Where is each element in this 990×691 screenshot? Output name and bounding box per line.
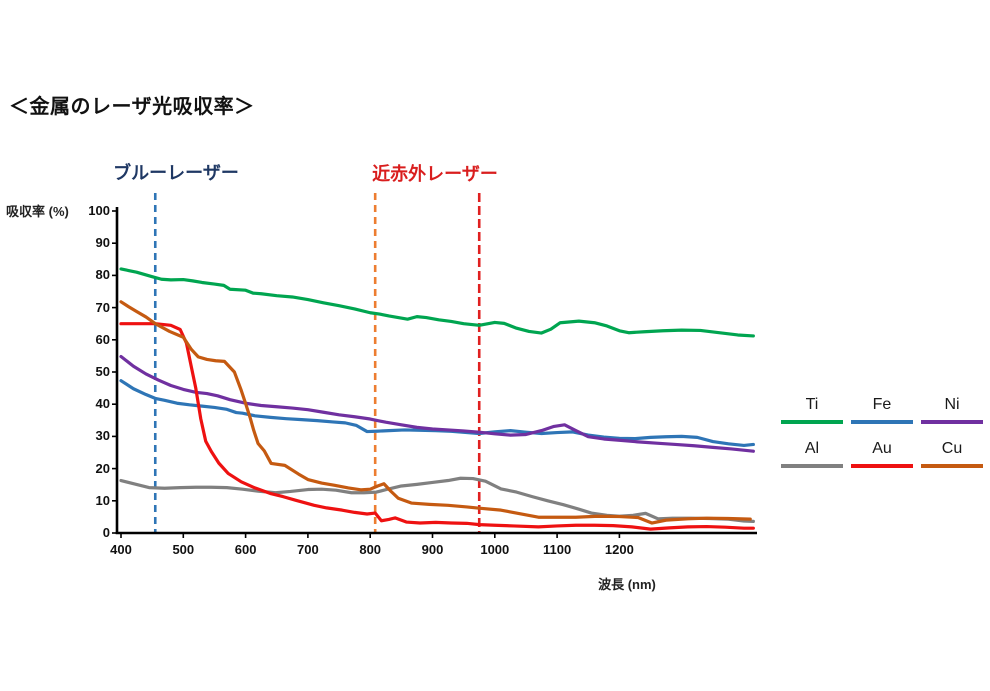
y-tick-label-50: 50 bbox=[95, 364, 110, 379]
y-tick-label-100: 100 bbox=[88, 203, 110, 218]
legend-item-Fe: Fe bbox=[851, 396, 913, 424]
y-tick-label-60: 60 bbox=[95, 331, 110, 347]
y-axis-label: 吸収率 (%) bbox=[6, 204, 69, 219]
legend-line-Fe bbox=[851, 420, 913, 424]
legend-item-Ti: Ti bbox=[781, 396, 843, 424]
y-tick-label-80: 80 bbox=[95, 267, 110, 283]
legend-item-Al: Al bbox=[781, 440, 843, 468]
blue-laser-label: ブルーレーザー bbox=[113, 163, 239, 183]
legend-item-Au: Au bbox=[851, 440, 913, 468]
x-tick-label-500: 500 bbox=[172, 542, 195, 557]
series-line-Al bbox=[119, 476, 755, 524]
x-tick-label-700: 700 bbox=[297, 542, 319, 557]
y-tick-label-90: 90 bbox=[95, 235, 110, 251]
y-tick-label-10: 10 bbox=[95, 492, 110, 508]
y-tick-label-20: 20 bbox=[95, 460, 110, 476]
x-tick-label-600: 600 bbox=[234, 542, 257, 557]
y-tick-label-40: 40 bbox=[95, 396, 110, 412]
series-line-Fe bbox=[119, 379, 755, 448]
legend-line-Au bbox=[851, 464, 913, 468]
legend-line-Ni bbox=[921, 420, 983, 424]
x-tick-label-900: 900 bbox=[421, 542, 444, 557]
x-tick-label-400: 400 bbox=[110, 542, 132, 557]
y-tick-label-70: 70 bbox=[95, 299, 110, 315]
legend-label-Au: Au bbox=[872, 440, 892, 457]
x-axis-label: 波長 (nm) bbox=[598, 577, 656, 592]
page-title: ＜金属のレーザ光吸収率＞ bbox=[9, 96, 255, 118]
x-tick-label-1000: 1000 bbox=[480, 542, 510, 557]
legend-item-Ni: Ni bbox=[921, 396, 983, 424]
legend-line-Cu bbox=[921, 464, 983, 468]
legend-label-Fe: Fe bbox=[872, 396, 892, 413]
x-tick-label-1200: 1200 bbox=[604, 542, 634, 557]
y-tick-label-0: 0 bbox=[102, 525, 110, 540]
x-tick-label-800: 800 bbox=[359, 542, 382, 557]
legend-line-Al bbox=[781, 464, 843, 468]
legend-item-Cu: Cu bbox=[921, 440, 983, 468]
legend-label-Ti: Ti bbox=[805, 396, 819, 413]
legend: Ti Fe Ni Al Au Cu bbox=[781, 396, 983, 468]
legend-line-Ti bbox=[781, 420, 843, 424]
x-tick-label-1100: 1100 bbox=[542, 542, 572, 557]
y-tick-label-30: 30 bbox=[95, 428, 110, 444]
series-line-Cu bbox=[119, 300, 752, 525]
series-line-Ni bbox=[119, 354, 755, 453]
legend-label-Ni: Ni bbox=[944, 396, 960, 413]
series-line-Au bbox=[119, 322, 755, 531]
nir-laser-label: 近赤外レーザー bbox=[372, 164, 498, 184]
legend-label-Al: Al bbox=[804, 440, 820, 457]
series-line-Ti bbox=[119, 267, 755, 338]
legend-label-Cu: Cu bbox=[941, 440, 963, 457]
